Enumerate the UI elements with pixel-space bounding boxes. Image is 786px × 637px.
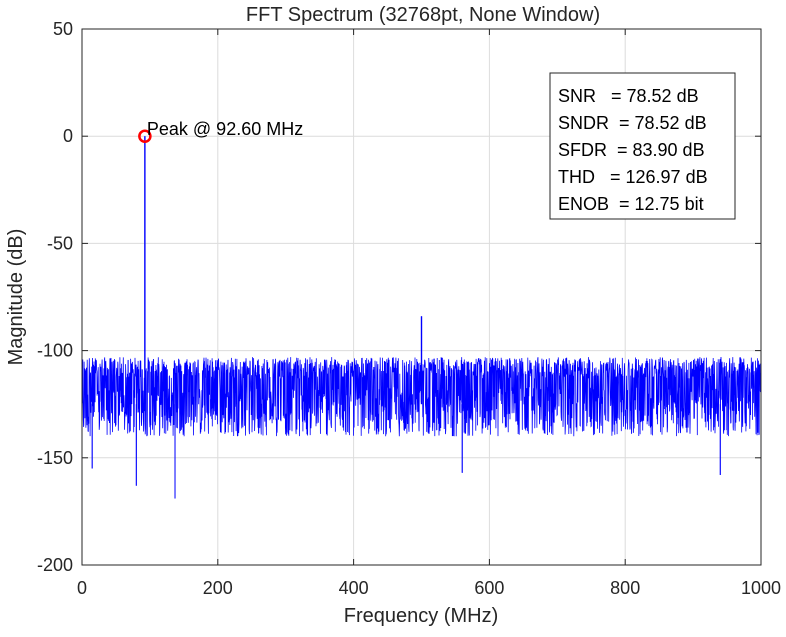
chart-title: FFT Spectrum (32768pt, None Window)	[246, 4, 600, 26]
metric-sfdr: SFDR = 83.90 dB	[558, 140, 705, 160]
x-axis-label: Frequency (MHz)	[344, 605, 498, 627]
metric-enob: ENOB = 12.75 bit	[558, 194, 704, 214]
series-layer	[82, 136, 761, 565]
metrics-box: SNR = 78.52 dB SNDR = 78.52 dB SFDR = 83…	[549, 72, 736, 220]
metric-snr: SNR = 78.52 dB	[558, 86, 699, 106]
axes-box	[81, 28, 762, 566]
y-tick-label: -50	[47, 233, 73, 253]
y-tick-label: 50	[53, 19, 73, 39]
spectrum-trace	[82, 136, 761, 565]
peak-label: Peak @ 92.60 MHz	[147, 119, 303, 139]
metric-sndr: SNDR = 78.52 dB	[558, 113, 707, 133]
peak-annotation: Peak @ 92.60 MHz	[138, 119, 303, 143]
metric-thd: THD = 126.97 dB	[558, 167, 708, 187]
y-tick-label: -150	[37, 448, 73, 468]
x-tick-label: 200	[203, 578, 233, 598]
x-tick-label: 800	[610, 578, 640, 598]
axes	[81, 28, 762, 566]
y-tick-label: -100	[37, 341, 73, 361]
metrics-box-frame	[549, 72, 736, 220]
tick-labels: 0 200 400 600 800 1000 50 0 -50 -100 -150 -200	[37, 19, 781, 598]
y-axis-label: Magnitude (dB)	[5, 229, 27, 366]
x-tick-label: 1000	[741, 578, 781, 598]
x-tick-label: 400	[339, 578, 369, 598]
y-tick-label: 0	[63, 126, 73, 146]
x-tick-label: 600	[474, 578, 504, 598]
peak-marker	[138, 129, 152, 143]
y-tick-label: -200	[37, 555, 73, 575]
x-tick-label: 0	[77, 578, 87, 598]
